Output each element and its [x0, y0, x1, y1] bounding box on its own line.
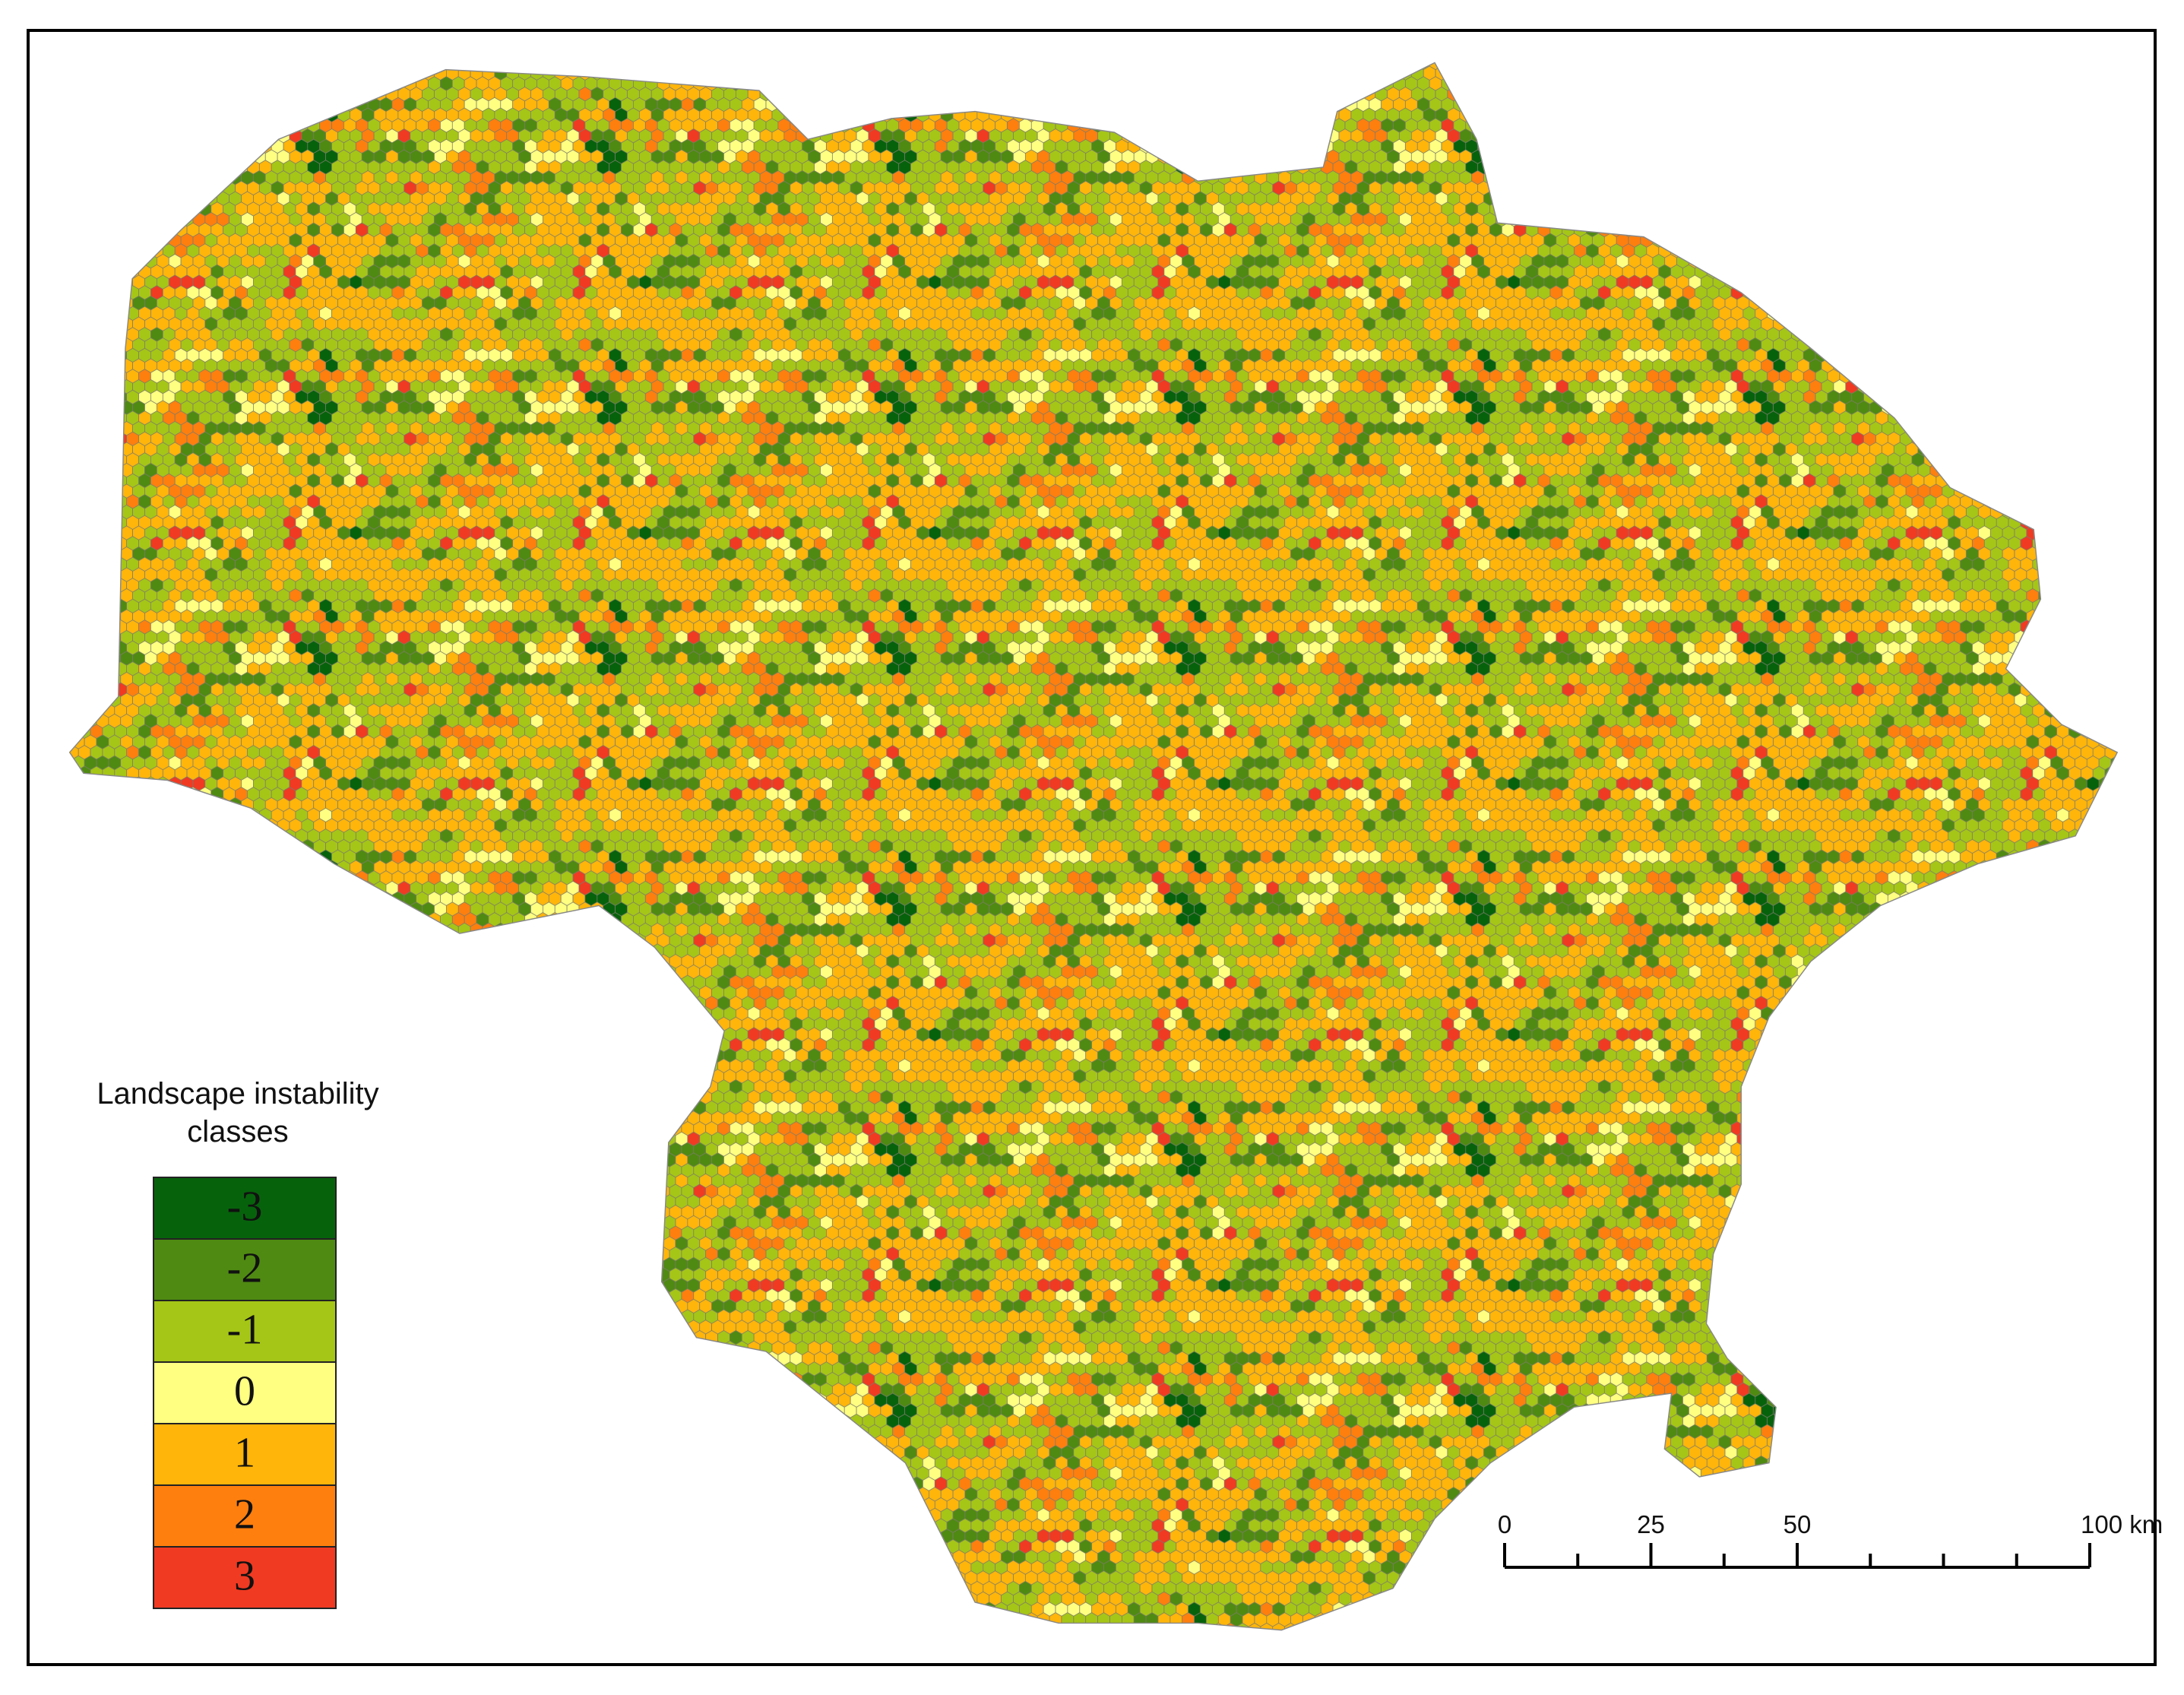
legend-swatch — [153, 1423, 337, 1486]
country-outline — [68, 62, 2119, 1631]
legend-swatch — [153, 1238, 337, 1301]
scale-bar: 0 25 50 100 km — [1498, 1510, 2163, 1569]
legend-label: -3 — [227, 1183, 263, 1230]
legend-swatch — [153, 1484, 337, 1548]
scale-label: 25 — [1637, 1510, 1665, 1538]
legend-title: classes — [187, 1115, 288, 1148]
legend-label: 3 — [234, 1552, 255, 1599]
scale-label: 100 km — [2081, 1510, 2163, 1538]
legend-label: 2 — [234, 1491, 255, 1538]
legend-swatch — [153, 1177, 337, 1240]
legend-label: -2 — [227, 1244, 263, 1291]
legend-label: 1 — [234, 1429, 255, 1476]
legend-label: -1 — [227, 1306, 263, 1353]
scale-label: 0 — [1498, 1510, 1511, 1538]
scale-label: 50 — [1784, 1510, 1812, 1538]
legend-swatch — [153, 1361, 337, 1424]
legend-swatch — [153, 1546, 337, 1609]
legend-swatch — [153, 1300, 337, 1363]
legend-title: Landscape instability — [97, 1077, 378, 1110]
legend: Landscape instability classes -3 -2 -1 0 1 2 3 — [97, 1077, 379, 1609]
legend-label: 0 — [234, 1367, 255, 1415]
